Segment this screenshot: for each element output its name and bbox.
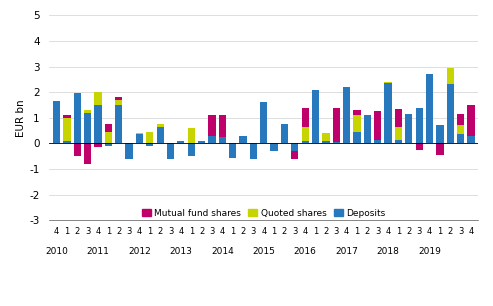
Bar xyxy=(447,68,454,84)
Bar xyxy=(125,144,133,159)
Bar xyxy=(416,144,423,150)
Bar xyxy=(177,141,184,144)
Bar xyxy=(467,105,475,136)
Bar xyxy=(136,133,143,134)
Bar xyxy=(73,93,81,144)
Bar xyxy=(457,114,464,125)
Text: 2014: 2014 xyxy=(211,247,234,256)
Bar xyxy=(105,124,112,132)
Text: 2011: 2011 xyxy=(87,247,109,256)
Text: 2016: 2016 xyxy=(294,247,317,256)
Bar xyxy=(395,109,402,127)
Bar xyxy=(94,92,102,105)
Bar xyxy=(156,124,164,127)
Bar xyxy=(447,84,454,144)
Bar xyxy=(115,105,122,144)
Bar xyxy=(188,128,195,144)
Bar xyxy=(312,90,319,144)
Bar xyxy=(343,87,350,144)
Bar xyxy=(416,107,423,144)
Bar xyxy=(353,115,360,132)
Bar xyxy=(73,144,81,156)
Bar xyxy=(405,114,413,144)
Bar xyxy=(219,115,226,137)
Bar xyxy=(467,136,475,144)
Text: 2015: 2015 xyxy=(252,247,275,256)
Bar xyxy=(209,115,215,136)
Bar xyxy=(457,125,464,134)
Bar xyxy=(322,133,329,141)
Bar xyxy=(271,144,278,151)
Y-axis label: EUR bn: EUR bn xyxy=(16,99,27,136)
Bar xyxy=(146,144,153,146)
Bar xyxy=(84,113,91,144)
Bar xyxy=(167,144,174,159)
Bar xyxy=(374,140,382,144)
Bar xyxy=(353,110,360,115)
Bar xyxy=(240,136,246,144)
Bar xyxy=(302,127,309,141)
Bar xyxy=(156,127,164,144)
Bar xyxy=(395,140,402,144)
Bar xyxy=(302,141,309,144)
Bar xyxy=(63,115,70,118)
Bar xyxy=(436,125,444,144)
Bar xyxy=(426,74,433,144)
Bar xyxy=(260,103,267,144)
Bar xyxy=(333,107,340,142)
Bar xyxy=(63,141,70,144)
Bar xyxy=(250,144,257,159)
Text: 2019: 2019 xyxy=(418,247,441,256)
Bar xyxy=(395,127,402,140)
Bar xyxy=(385,82,392,83)
Bar xyxy=(322,141,329,144)
Bar xyxy=(115,97,122,100)
Bar xyxy=(291,151,298,159)
Text: 2018: 2018 xyxy=(377,247,399,256)
Bar xyxy=(436,144,444,155)
Text: 2012: 2012 xyxy=(128,247,151,256)
Bar xyxy=(364,115,371,144)
Text: 2013: 2013 xyxy=(170,247,192,256)
Bar xyxy=(281,124,288,144)
Bar xyxy=(229,144,236,158)
Bar xyxy=(353,132,360,144)
Legend: Mutual fund shares, Quoted shares, Deposits: Mutual fund shares, Quoted shares, Depos… xyxy=(141,209,386,218)
Bar xyxy=(198,141,205,144)
Bar xyxy=(84,110,91,113)
Bar xyxy=(333,142,340,144)
Text: 2017: 2017 xyxy=(335,247,358,256)
Bar xyxy=(105,144,112,146)
Bar xyxy=(146,132,153,144)
Bar xyxy=(94,144,102,147)
Bar xyxy=(94,105,102,144)
Bar xyxy=(84,144,91,164)
Bar xyxy=(115,100,122,105)
Bar xyxy=(53,101,60,144)
Bar xyxy=(291,144,298,151)
Bar xyxy=(302,108,309,127)
Bar xyxy=(374,111,382,140)
Bar xyxy=(385,83,392,144)
Bar xyxy=(219,137,226,144)
Bar xyxy=(188,144,195,156)
Bar xyxy=(63,118,70,141)
Bar xyxy=(209,136,215,144)
Bar xyxy=(457,134,464,144)
Text: 2010: 2010 xyxy=(45,247,68,256)
Bar xyxy=(105,132,112,144)
Bar xyxy=(136,134,143,144)
